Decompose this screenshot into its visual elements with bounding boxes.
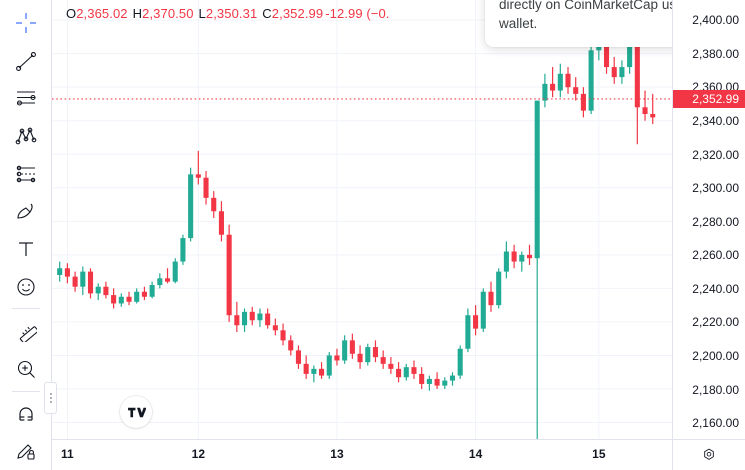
emoji-icon[interactable] — [7, 270, 45, 304]
pattern-icon[interactable] — [7, 119, 45, 153]
chart-settings-button[interactable] — [672, 440, 745, 470]
time-axis-ticks[interactable]: 11 12 13 14 15 — [52, 440, 672, 470]
price-axis-tick: 2,280.00 — [692, 214, 739, 229]
gear-icon — [704, 448, 714, 460]
zoom-in-icon[interactable] — [7, 352, 45, 386]
candlestick-plot — [52, 0, 672, 439]
time-axis-tick: 13 — [330, 447, 344, 461]
handle-dots-icon — [49, 397, 52, 399]
magnet-icon[interactable] — [7, 397, 45, 431]
price-axis-tick: 2,380.00 — [692, 46, 739, 61]
drawing-lock-icon[interactable] — [7, 434, 45, 468]
price-axis-tick: 2,240.00 — [692, 281, 739, 296]
gann-lines-icon[interactable] — [7, 81, 45, 115]
measure-icon[interactable] — [7, 314, 45, 348]
crosshair-icon[interactable] — [7, 6, 45, 40]
current-price-badge: 2,352.99 — [673, 90, 745, 109]
price-axis-tick: 2,180.00 — [692, 382, 739, 397]
price-axis-tick: 2,400.00 — [692, 13, 739, 28]
time-axis-tick: 12 — [191, 447, 206, 461]
toolbar-divider — [11, 308, 40, 310]
text-icon[interactable] — [7, 232, 45, 266]
chart-pane[interactable]: O2,365.02 H2,370.50 L2,350.31 C2,352.99 -12.… — [52, 0, 672, 439]
price-axis-tick: 2,260.00 — [692, 248, 739, 263]
price-axis[interactable]: 2,400.00 2,380.00 2,360.00 2,340.00 2,320.00… — [672, 0, 745, 439]
chart-column: O2,365.02 H2,370.50 L2,350.31 C2,352.99 -12.… — [52, 0, 745, 470]
toolbar-collapse-handle[interactable] — [44, 382, 57, 414]
time-axis-tick: 11 — [61, 447, 74, 461]
chart-body: O2,365.02 H2,370.50 L2,350.31 C2,352.99 -12.… — [52, 0, 745, 439]
price-axis-tick: 2,220.00 — [692, 315, 739, 330]
price-axis-tick: 2,320.00 — [692, 147, 739, 162]
tradingview-logo-icon — [127, 407, 146, 417]
tradingview-logo[interactable] — [120, 396, 152, 428]
price-axis-tick: 2,300.00 — [692, 181, 739, 196]
price-axis-tick: 2,200.00 — [692, 349, 739, 364]
time-axis-tick: 15 — [592, 447, 606, 461]
promo-tooltip[interactable]: You can now trade your favorite tokens d… — [485, 0, 672, 47]
trend-line-icon[interactable] — [7, 44, 45, 78]
prediction-icon[interactable] — [7, 157, 45, 191]
brush-icon[interactable] — [7, 194, 45, 228]
time-axis: 11 12 13 14 15 — [52, 439, 745, 470]
promo-tooltip-text: You can now trade your favorite tokens d… — [499, 0, 672, 31]
price-axis-tick: 2,160.00 — [692, 416, 739, 431]
time-axis-tick: 14 — [468, 447, 483, 461]
toolbar-divider — [11, 390, 40, 392]
price-axis-tick: 2,340.00 — [692, 113, 739, 128]
drawing-toolbar — [0, 0, 57, 470]
